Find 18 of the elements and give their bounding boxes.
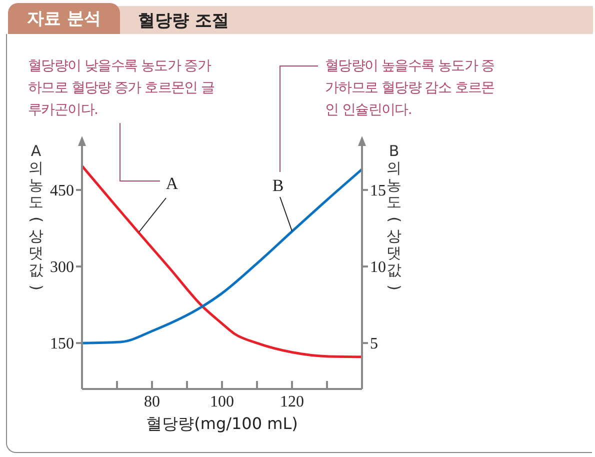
text: A의 농도(상댓값) [28,142,46,290]
text: B의 농도(상댓값) [386,142,404,290]
text: A [166,174,179,193]
x-axis-title: 혈당량(mg/100 mL) [145,414,299,435]
y-tick-label: 150 [50,336,74,353]
series-label: B [272,176,284,195]
text: 혈당량이 낮을수록 농도가 증가하므로 혈당량 증가 호르몬인 글루카곤이다. [28,57,216,120]
y-tick-label: 450 [50,182,74,200]
chart-title: 자료 분석 [8,3,120,34]
x-tick-label: 80 [144,393,160,410]
y2-tick-label: 5 [370,336,378,353]
y2-tick-label: 10 [370,259,386,276]
x-tick-label: 120 [280,393,304,410]
y2-tick-label: 15 [370,182,386,200]
text: 혈당량이 높을수록 농도가 증가하므로 혈당량 감소 호르몬인 인슐린이다. [325,57,496,120]
y-tick-label: 300 [50,259,74,276]
chart-subtitle: 혈당량 조절 [138,10,229,32]
x-tick-label: 100 [210,393,234,410]
